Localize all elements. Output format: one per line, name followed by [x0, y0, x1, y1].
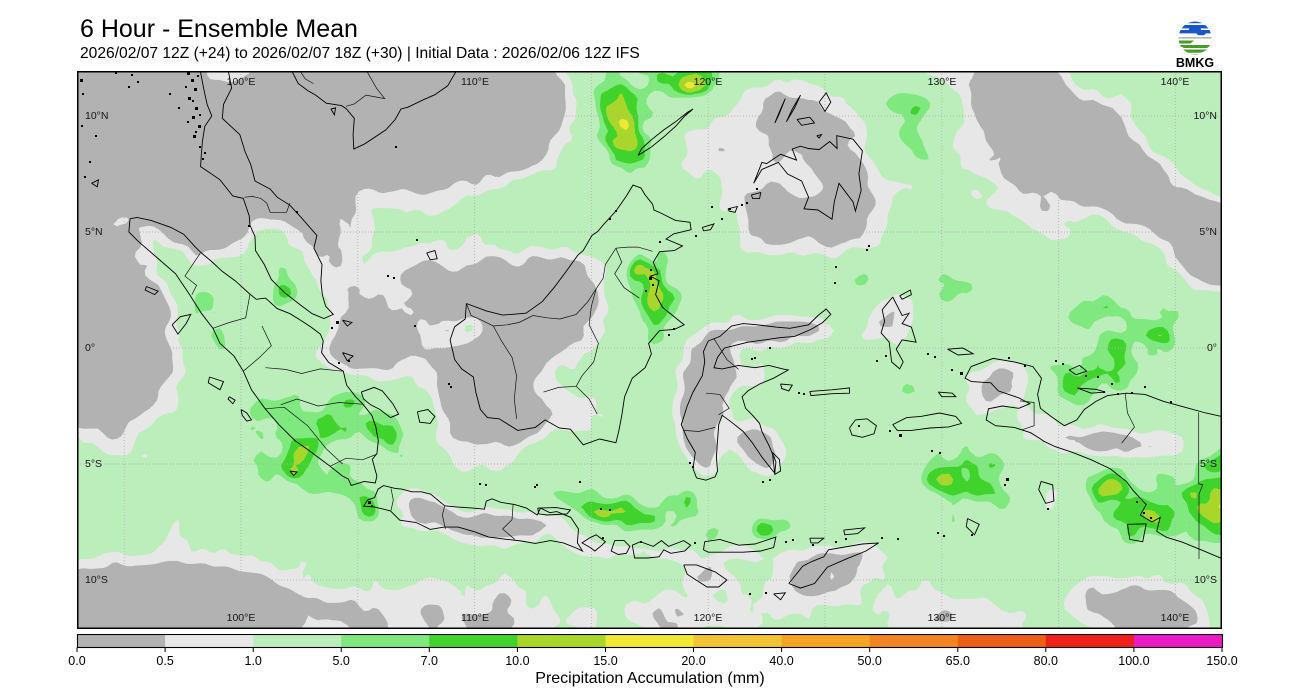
svg-text:7.0: 7.0: [421, 654, 438, 668]
svg-text:20.0: 20.0: [681, 654, 705, 668]
svg-text:15.0: 15.0: [593, 654, 617, 668]
svg-text:130°E: 130°E: [928, 76, 957, 88]
svg-text:5°S: 5°S: [85, 458, 102, 470]
svg-text:10°S: 10°S: [85, 574, 108, 586]
svg-text:140°E: 140°E: [1161, 76, 1190, 88]
svg-text:10°N: 10°N: [1194, 110, 1217, 122]
svg-text:65.0: 65.0: [946, 654, 970, 668]
svg-text:140°E: 140°E: [1161, 612, 1190, 624]
svg-text:0°: 0°: [1207, 342, 1217, 354]
svg-text:5°N: 5°N: [1199, 226, 1217, 238]
svg-text:120°E: 120°E: [694, 612, 723, 624]
svg-text:100°E: 100°E: [227, 612, 256, 624]
svg-text:120°E: 120°E: [694, 76, 723, 88]
svg-text:150.0: 150.0: [1206, 654, 1237, 668]
svg-text:5°N: 5°N: [85, 226, 103, 238]
svg-text:100°E: 100°E: [227, 76, 256, 88]
svg-text:80.0: 80.0: [1034, 654, 1058, 668]
svg-text:5°S: 5°S: [1200, 458, 1217, 470]
svg-text:40.0: 40.0: [769, 654, 793, 668]
svg-text:100.0: 100.0: [1118, 654, 1149, 668]
svg-text:BMKG: BMKG: [1176, 56, 1214, 70]
svg-text:110°E: 110°E: [461, 612, 489, 624]
svg-text:110°E: 110°E: [461, 76, 489, 88]
svg-text:0°: 0°: [85, 342, 95, 354]
svg-text:10°N: 10°N: [85, 110, 108, 122]
svg-text:10.0: 10.0: [505, 654, 529, 668]
svg-text:130°E: 130°E: [928, 612, 957, 624]
svg-text:0.0: 0.0: [68, 654, 85, 668]
svg-text:10°S: 10°S: [1194, 574, 1217, 586]
svg-text:0.5: 0.5: [156, 654, 173, 668]
svg-text:50.0: 50.0: [858, 654, 882, 668]
svg-text:1.0: 1.0: [245, 654, 262, 668]
svg-text:5.0: 5.0: [333, 654, 350, 668]
